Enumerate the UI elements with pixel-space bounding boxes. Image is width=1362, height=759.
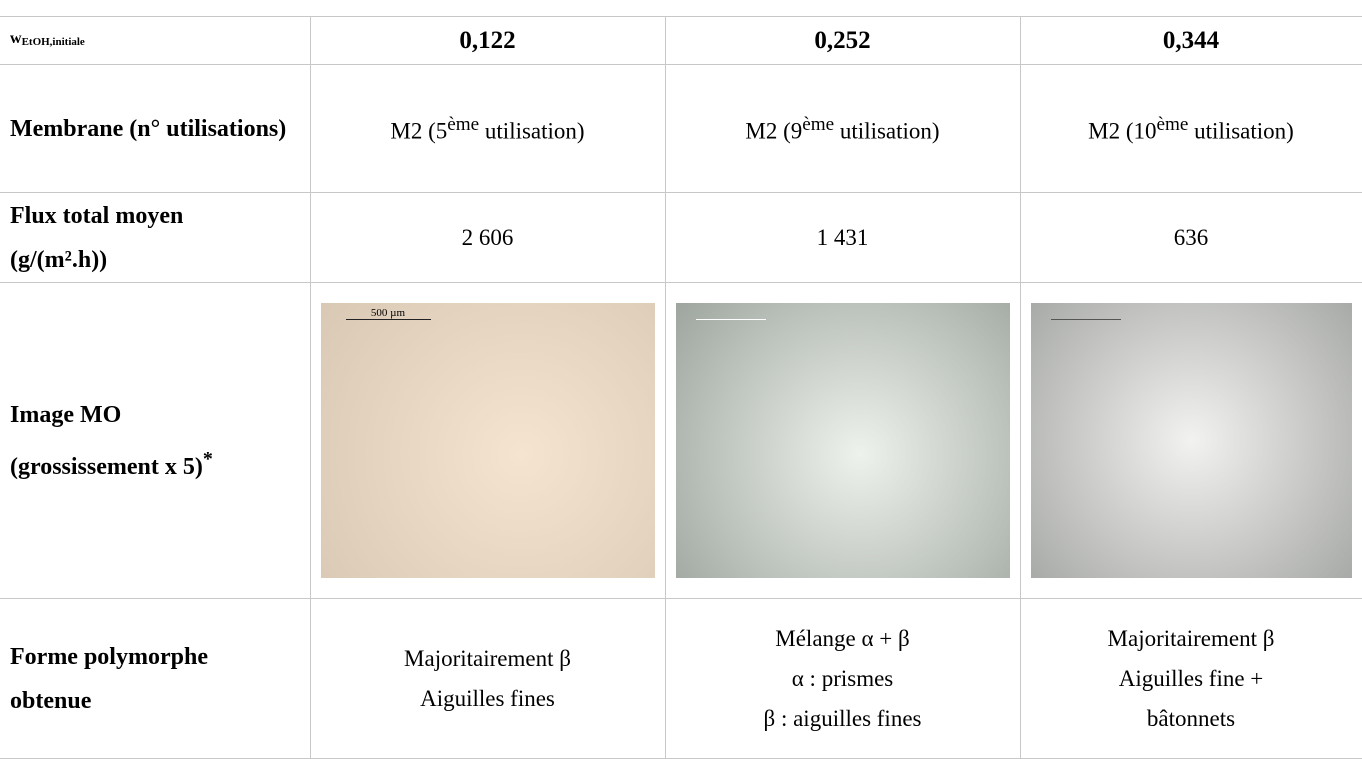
cell: 2 606 [309,192,666,283]
text: M2 (10 [1088,118,1157,144]
micrograph [1030,303,1352,578]
w-subscript: EtOH,initiale [21,36,85,48]
form-row: Forme polymorphe obtenue Majoritairement … [0,598,1362,759]
text: utilisation) [479,118,585,144]
row-label: Forme polymorphe obtenue [0,598,311,759]
text: Flux total moyen [10,202,184,229]
text: β : aiguilles fines [763,705,922,731]
text: bâtonnets [1146,705,1236,731]
micrograph [675,303,1010,578]
cell: M2 (9ème utilisation) [664,64,1021,193]
header-label: wEtOH,initiale [0,16,311,65]
sup: * [202,447,213,470]
scale-bar [695,319,766,320]
text: Aiguilles fines [420,685,555,711]
text: utilisation) [834,118,940,144]
sup: ème [447,114,480,136]
text: α : prismes [791,665,894,691]
column-header: 0,252 [664,16,1021,65]
text: Mélange α + β [775,625,910,651]
micrograph: 500 µm [320,303,655,578]
text: obtenue [10,687,92,714]
row-label: Flux total moyen (g/(m².h)) [0,192,311,283]
flux-row: Flux total moyen (g/(m².h)) 2 606 1 431 6… [0,192,1362,283]
text: (grossissement x 5) [10,453,203,480]
cell [664,282,1021,599]
sup: ème [1156,114,1189,136]
image-row: Image MO (grossissement x 5)* 500 µm [0,282,1362,599]
scale-label: 500 µm [345,307,431,320]
text: (g/(m².h)) [10,246,108,273]
text: Forme polymorphe [10,643,208,670]
header-row: wEtOH,initiale 0,122 0,252 0,344 [0,16,1362,65]
cell: 636 [1019,192,1362,283]
cell: Majoritairement β Aiguilles fine + bâtonne… [1019,598,1362,759]
text: (grossissement x 5)* [10,437,300,489]
cell: Majoritairement β Aiguilles fines [309,598,666,759]
sup: ème [802,114,835,136]
text: Majoritairement β [404,645,571,671]
text: M2 (9 [745,118,803,144]
w-symbol: w [10,30,22,47]
results-table: wEtOH,initiale 0,122 0,252 0,344 Membran… [0,16,1362,759]
text: M2 (5 [390,118,448,144]
scale-bar [1050,319,1121,320]
cell: Mélange α + β α : prismes β : aiguilles fi… [664,598,1021,759]
membrane-row: Membrane (n° utilisations) M2 (5ème util… [0,64,1362,193]
row-label: Image MO (grossissement x 5)* [0,282,311,599]
cell: 500 µm [309,282,666,599]
column-header: 0,122 [309,16,666,65]
row-label: Membrane (n° utilisations) [0,64,311,193]
text: Majoritairement β [1107,625,1275,651]
cell: 1 431 [664,192,1021,283]
text: utilisation) [1188,118,1294,144]
cell [1019,282,1362,599]
column-header: 0,344 [1019,16,1362,65]
text: Aiguilles fine + [1118,665,1264,691]
text: Image MO [10,401,122,428]
cell: M2 (5ème utilisation) [309,64,666,193]
cell: M2 (10ème utilisation) [1019,64,1362,193]
